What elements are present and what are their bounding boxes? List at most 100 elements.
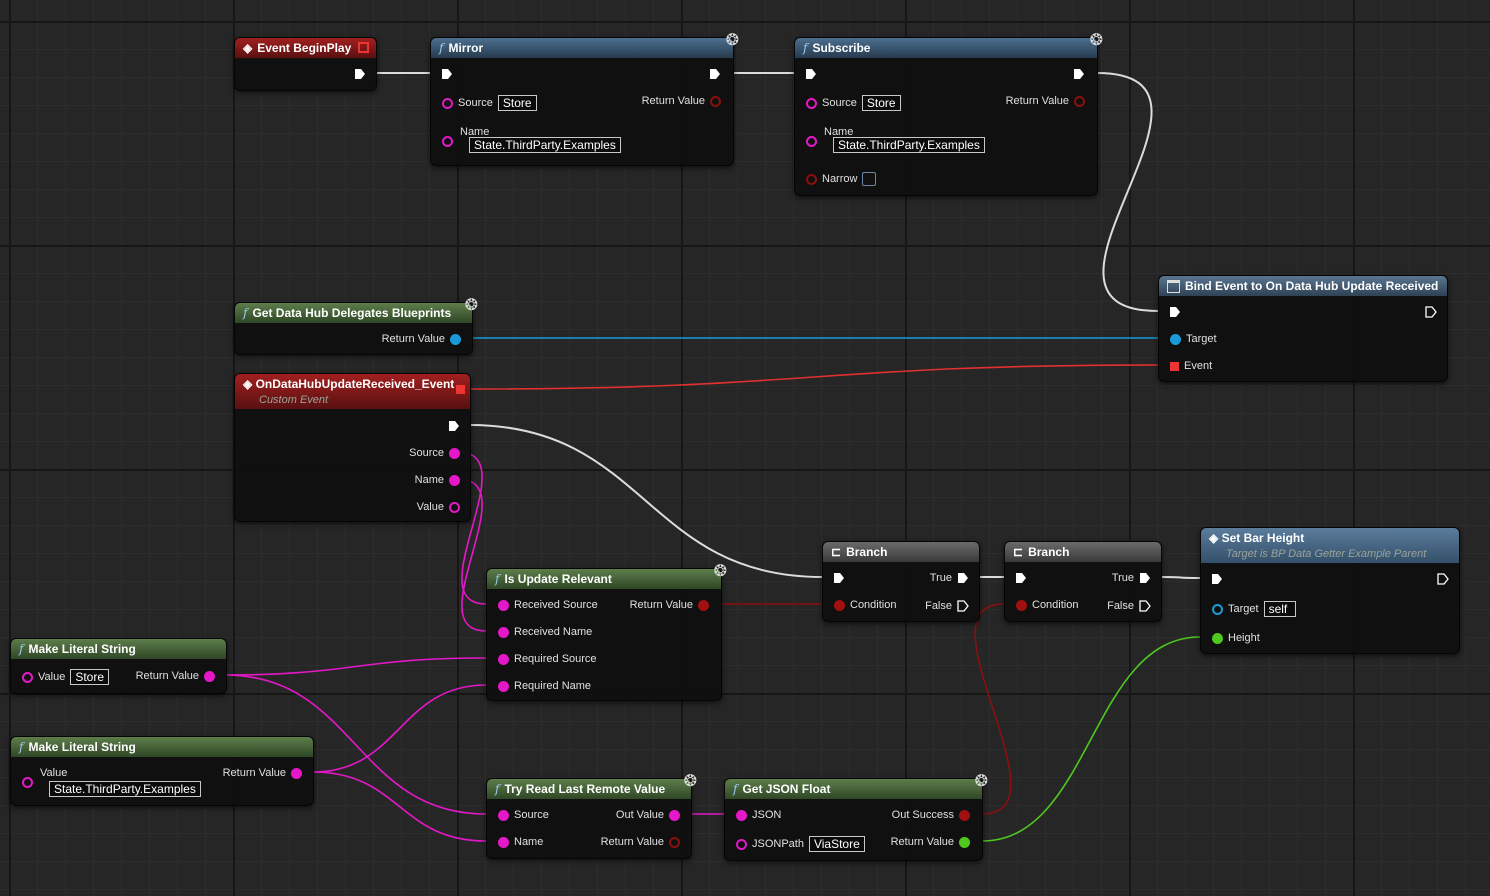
node-title: Branch — [1028, 545, 1070, 559]
source-label: Source — [822, 97, 857, 109]
node-get-data-hub-delegates[interactable]: f Get Data Hub Delegates Blueprints ❂ Ret… — [234, 297, 478, 355]
source-input[interactable]: Store — [497, 95, 537, 111]
node-make-literal-string-1[interactable]: f Make Literal String Value Store Return V… — [10, 638, 227, 694]
source-pin[interactable] — [498, 809, 509, 821]
source-pin[interactable] — [442, 97, 453, 109]
exec-in-pin[interactable] — [441, 68, 453, 80]
source-pin[interactable] — [806, 97, 817, 109]
bind-icon — [1167, 279, 1180, 293]
node-custom-event[interactable]: ◈ OnDataHubUpdateReceived_Event Custom E… — [234, 373, 471, 522]
value-input[interactable]: State.ThirdParty.Examples — [49, 781, 201, 797]
narrow-pin[interactable] — [806, 173, 817, 185]
exec-out-pin[interactable] — [354, 68, 366, 80]
function-icon: f — [19, 642, 24, 656]
node-get-json-float[interactable]: f Get JSON Float ❂ JSON JSONPath ViaStore … — [724, 773, 988, 861]
event-pin[interactable] — [1170, 361, 1179, 371]
target-pin[interactable] — [1212, 603, 1223, 615]
node-bind-event[interactable]: Bind Event to On Data Hub Update Receive… — [1158, 275, 1448, 382]
condition-pin[interactable] — [1016, 599, 1027, 611]
node-title: Make Literal String — [28, 642, 136, 656]
jsonpath-input[interactable]: ViaStore — [808, 836, 865, 852]
value-input[interactable]: Store — [70, 669, 110, 685]
return-value-pin[interactable] — [698, 599, 709, 611]
wire-event-branch1 — [469, 424, 823, 578]
node-try-read-last-remote-value[interactable]: f Try Read Last Remote Value ❂ Source Nam… — [486, 773, 697, 859]
node-title: Is Update Relevant — [504, 572, 612, 586]
return-value-pin[interactable] — [669, 836, 680, 848]
name-input[interactable]: State.ThirdParty.Examples — [469, 137, 621, 153]
return-value-pin[interactable] — [710, 95, 721, 107]
delegate-pin[interactable] — [456, 385, 465, 394]
function-icon: f — [495, 572, 500, 586]
condition-pin[interactable] — [834, 599, 845, 611]
out-success-pin[interactable] — [959, 809, 970, 821]
function-icon: f — [803, 41, 808, 55]
exec-in-pin[interactable] — [1211, 573, 1223, 585]
name-pin[interactable] — [442, 135, 453, 147]
true-pin[interactable] — [1139, 572, 1151, 584]
network-icon: ❂ — [1089, 32, 1103, 49]
node-title: OnDataHubUpdateReceived_Event — [255, 377, 455, 391]
true-pin[interactable] — [957, 572, 969, 584]
narrow-checkbox[interactable] — [862, 172, 877, 186]
source-input[interactable]: Store — [861, 95, 901, 111]
node-event-beginplay[interactable]: ◈ Event BeginPlay — [234, 37, 377, 91]
node-is-update-relevant[interactable]: f Is Update Relevant ❂ Received Source Re… — [486, 563, 727, 701]
node-branch-2[interactable]: ⊏ Branch True Condition False — [1004, 541, 1162, 622]
node-title: Event BeginPlay — [257, 41, 352, 55]
received-source-pin[interactable] — [498, 599, 509, 611]
network-icon: ❂ — [713, 563, 727, 580]
out-success-label: Out Success — [891, 809, 954, 821]
node-make-literal-string-2[interactable]: f Make Literal String Value State.ThirdPa… — [10, 736, 314, 806]
value-pin[interactable] — [449, 501, 460, 513]
return-value-pin[interactable] — [959, 836, 970, 848]
wire-branch2-setbar — [1160, 576, 1201, 579]
exec-in-pin[interactable] — [1015, 572, 1027, 584]
height-pin[interactable] — [1212, 632, 1223, 644]
name-pin[interactable] — [806, 135, 817, 147]
exec-in-pin[interactable] — [805, 68, 817, 80]
required-name-pin[interactable] — [498, 680, 509, 692]
false-label: False — [925, 600, 952, 612]
true-label: True — [929, 572, 952, 584]
node-branch-1[interactable]: ⊏ Branch True Condition False — [822, 541, 980, 622]
target-input[interactable]: self — [1263, 601, 1297, 617]
exec-out-pin[interactable] — [448, 420, 460, 432]
node-subscribe[interactable]: f Subscribe ❂ Source Store Return Value Na… — [794, 32, 1103, 196]
received-name-pin[interactable] — [498, 626, 509, 638]
exec-in-pin[interactable] — [1169, 306, 1181, 318]
exec-out-pin[interactable] — [1073, 68, 1085, 80]
return-value-pin[interactable] — [450, 333, 461, 345]
jsonpath-label: JSONPath — [752, 838, 804, 850]
delegate-pin[interactable] — [358, 42, 369, 53]
exec-out-pin[interactable] — [1437, 573, 1449, 585]
false-pin[interactable] — [1139, 600, 1151, 612]
target-pin[interactable] — [1170, 333, 1181, 345]
return-value-pin[interactable] — [291, 767, 302, 779]
return-value-pin[interactable] — [1074, 95, 1085, 107]
out-value-pin[interactable] — [669, 809, 680, 821]
return-value-pin[interactable] — [204, 670, 215, 682]
source-pin[interactable] — [449, 447, 460, 459]
wire-float-height — [981, 636, 1201, 842]
name-label: Name — [414, 474, 444, 486]
name-pin[interactable] — [449, 474, 460, 486]
node-set-bar-height[interactable]: ◈ Set Bar Height Target is BP Data Gette… — [1200, 527, 1460, 654]
exec-out-pin[interactable] — [1425, 306, 1437, 318]
name-input[interactable]: State.ThirdParty.Examples — [833, 137, 985, 153]
json-pin[interactable] — [736, 809, 747, 821]
value-pin[interactable] — [22, 671, 33, 683]
value-pin[interactable] — [22, 776, 33, 788]
return-label: Return Value — [641, 95, 705, 107]
name-pin[interactable] — [498, 836, 509, 848]
return-label: Return Value — [381, 333, 445, 345]
wire-literal2-required-name — [312, 684, 487, 773]
return-label: Return Value — [629, 599, 693, 611]
jsonpath-pin[interactable] — [736, 838, 747, 850]
exec-in-pin[interactable] — [833, 572, 845, 584]
node-subtitle: Custom Event — [259, 394, 329, 406]
exec-out-pin[interactable] — [709, 68, 721, 80]
required-source-pin[interactable] — [498, 653, 509, 665]
node-mirror[interactable]: f Mirror ❂ Source Store Return Value Name … — [430, 32, 739, 166]
false-pin[interactable] — [957, 600, 969, 612]
